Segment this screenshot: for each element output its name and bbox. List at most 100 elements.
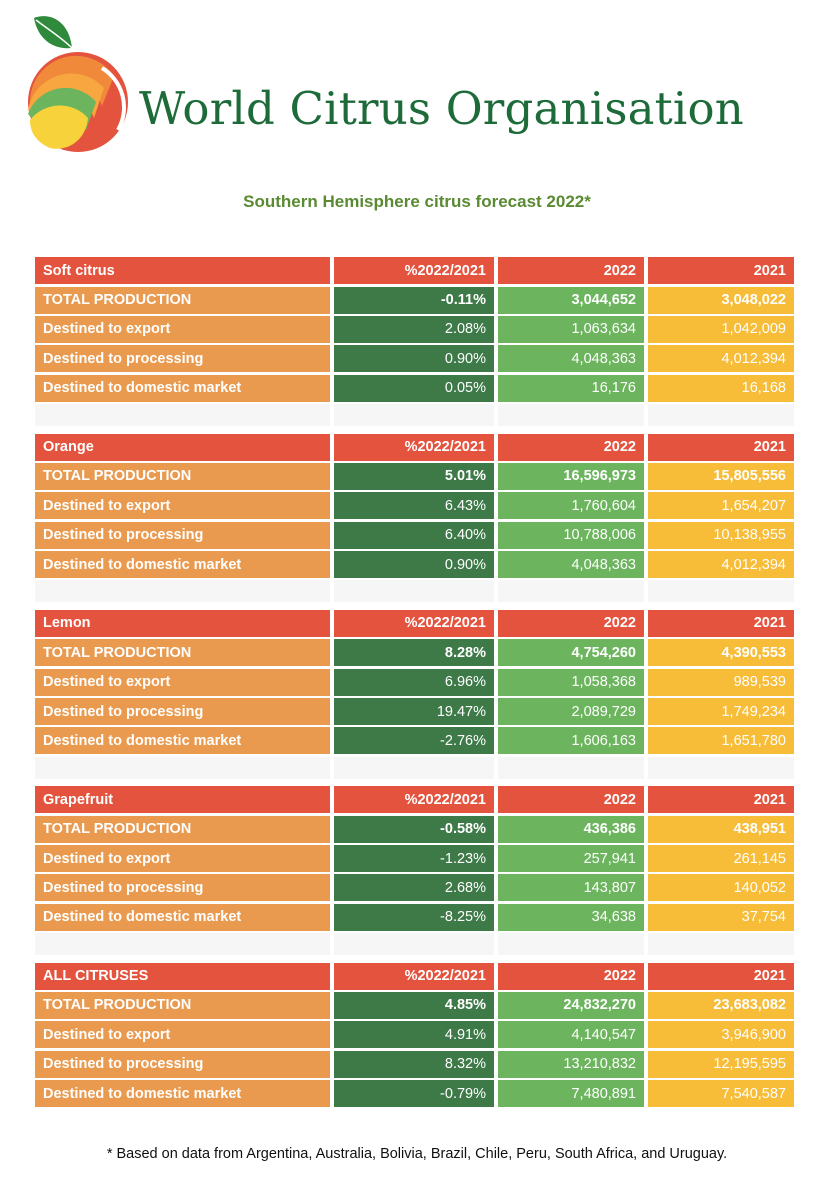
spacer-cell [35, 580, 330, 603]
pct-change-cell: -0.79% [334, 1080, 494, 1108]
pct-column-header: %2022/2021 [334, 257, 494, 285]
value-2022-cell: 34,638 [498, 903, 644, 931]
pct-change-cell: 2.08% [334, 315, 494, 343]
pct-change-cell: 4.85% [334, 991, 494, 1019]
row-label: Destined to export [35, 315, 330, 343]
section-header-row: Grapefruit %2022/2021 2022 2021 [34, 785, 798, 814]
row-label: Destined to export [35, 668, 330, 696]
value-2021-cell: 1,042,009 [648, 315, 794, 343]
pct-change-cell: 19.47% [334, 698, 494, 726]
pct-change-cell: -8.25% [334, 903, 494, 931]
spacer-cell [35, 933, 330, 956]
pct-change-cell: 8.32% [334, 1050, 494, 1078]
value-2022-cell: 257,941 [498, 845, 644, 872]
value-2022-cell: 16,596,973 [498, 462, 644, 490]
value-2022-cell: 1,058,368 [498, 668, 644, 696]
row-label: Destined to export [35, 1021, 330, 1049]
pct-change-cell: 0.05% [334, 374, 494, 402]
table-row: TOTAL PRODUCTION 8.28% 4,754,260 4,390,553 [34, 638, 798, 667]
table-row: TOTAL PRODUCTION -0.58% 436,386 438,951 [34, 814, 798, 843]
value-2022-cell: 7,480,891 [498, 1080, 644, 1108]
year-2022-column-header: 2022 [498, 433, 644, 461]
spacer-cell [648, 933, 794, 956]
value-2021-cell: 140,052 [648, 874, 794, 902]
section-header-row: Soft citrus %2022/2021 2022 2021 [34, 256, 798, 285]
value-2021-cell: 3,048,022 [648, 286, 794, 314]
forecast-tables: Soft citrus %2022/2021 2022 2021 TOTAL PRODU… [34, 256, 798, 1108]
value-2021-cell: 438,951 [648, 815, 794, 843]
year-2022-column-header: 2022 [498, 257, 644, 285]
pct-change-cell: -1.23% [334, 845, 494, 872]
pct-column-header: %2022/2021 [334, 609, 494, 637]
row-label: TOTAL PRODUCTION [35, 639, 330, 667]
row-label: TOTAL PRODUCTION [35, 815, 330, 843]
pct-change-cell: -0.58% [334, 815, 494, 843]
year-2021-column-header: 2021 [648, 257, 794, 285]
year-2021-column-header: 2021 [648, 786, 794, 814]
value-2021-cell: 4,012,394 [648, 345, 794, 373]
value-2021-cell: 3,946,900 [648, 1021, 794, 1049]
value-2022-cell: 1,063,634 [498, 315, 644, 343]
table-row: Destined to domestic market -2.76% 1,606,1… [34, 726, 798, 755]
row-label: Destined to export [35, 492, 330, 520]
table-row: Destined to domestic market -8.25% 34,638 3… [34, 903, 798, 932]
row-label: Destined to processing [35, 1050, 330, 1078]
row-label: Destined to processing [35, 345, 330, 373]
section-title: Orange [35, 433, 330, 461]
section-header-row: ALL CITRUSES %2022/2021 2022 2021 [34, 961, 798, 990]
year-2021-column-header: 2021 [648, 433, 794, 461]
value-2022-cell: 4,754,260 [498, 639, 644, 667]
pct-change-cell: 6.96% [334, 668, 494, 696]
section-title: Grapefruit [35, 786, 330, 814]
pct-change-cell: 0.90% [334, 345, 494, 373]
table-row: Destined to export 4.91% 4,140,547 3,946,90… [34, 1020, 798, 1049]
spacer-cell [35, 756, 330, 779]
year-2022-column-header: 2022 [498, 609, 644, 637]
pct-change-cell: 4.91% [334, 1021, 494, 1049]
row-label: Destined to processing [35, 874, 330, 902]
citrus-logo-icon [28, 16, 128, 152]
table-row: Destined to export 6.96% 1,058,368 989,539 [34, 667, 798, 696]
value-2022-cell: 4,048,363 [498, 345, 644, 373]
value-2021-cell: 37,754 [648, 903, 794, 931]
spacer-cell [498, 933, 644, 956]
year-2021-column-header: 2021 [648, 962, 794, 990]
value-2021-cell: 989,539 [648, 668, 794, 696]
value-2022-cell: 24,832,270 [498, 991, 644, 1019]
spacer-cell [498, 756, 644, 779]
value-2022-cell: 4,048,363 [498, 551, 644, 579]
table-row: Destined to processing 0.90% 4,048,363 4,01… [34, 344, 798, 373]
spacer-cell [334, 933, 494, 956]
row-label: Destined to processing [35, 698, 330, 726]
pct-change-cell: -0.11% [334, 286, 494, 314]
value-2021-cell: 261,145 [648, 845, 794, 872]
pct-column-header: %2022/2021 [334, 962, 494, 990]
value-2022-cell: 3,044,652 [498, 286, 644, 314]
row-label: Destined to domestic market [35, 1080, 330, 1108]
section-spacer [34, 403, 798, 432]
row-label: Destined to domestic market [35, 551, 330, 579]
year-2022-column-header: 2022 [498, 962, 644, 990]
value-2022-cell: 143,807 [498, 874, 644, 902]
footnote: * Based on data from Argentina, Australi… [106, 1146, 728, 1162]
value-2022-cell: 4,140,547 [498, 1021, 644, 1049]
section-spacer [34, 932, 798, 961]
spacer-cell [498, 580, 644, 603]
row-label: Destined to processing [35, 521, 330, 549]
spacer-cell [334, 580, 494, 603]
value-2021-cell: 15,805,556 [648, 462, 794, 490]
value-2021-cell: 23,683,082 [648, 991, 794, 1019]
table-row: Destined to processing 19.47% 2,089,729 1,7… [34, 697, 798, 726]
pct-change-cell: 0.90% [334, 551, 494, 579]
year-2021-column-header: 2021 [648, 609, 794, 637]
table-row: Destined to processing 6.40% 10,788,006 10,… [34, 521, 798, 550]
table-row: TOTAL PRODUCTION -0.11% 3,044,652 3,048,022 [34, 285, 798, 314]
table-row: Destined to export 2.08% 1,063,634 1,042,00… [34, 315, 798, 344]
table-row: Destined to processing 8.32% 13,210,832 12,… [34, 1050, 798, 1079]
table-row: Destined to processing 2.68% 143,807 140,05… [34, 873, 798, 902]
section-title: Soft citrus [35, 257, 330, 285]
value-2021-cell: 12,195,595 [648, 1050, 794, 1078]
row-label: Destined to domestic market [35, 374, 330, 402]
row-label: Destined to export [35, 845, 330, 872]
value-2022-cell: 2,089,729 [498, 698, 644, 726]
